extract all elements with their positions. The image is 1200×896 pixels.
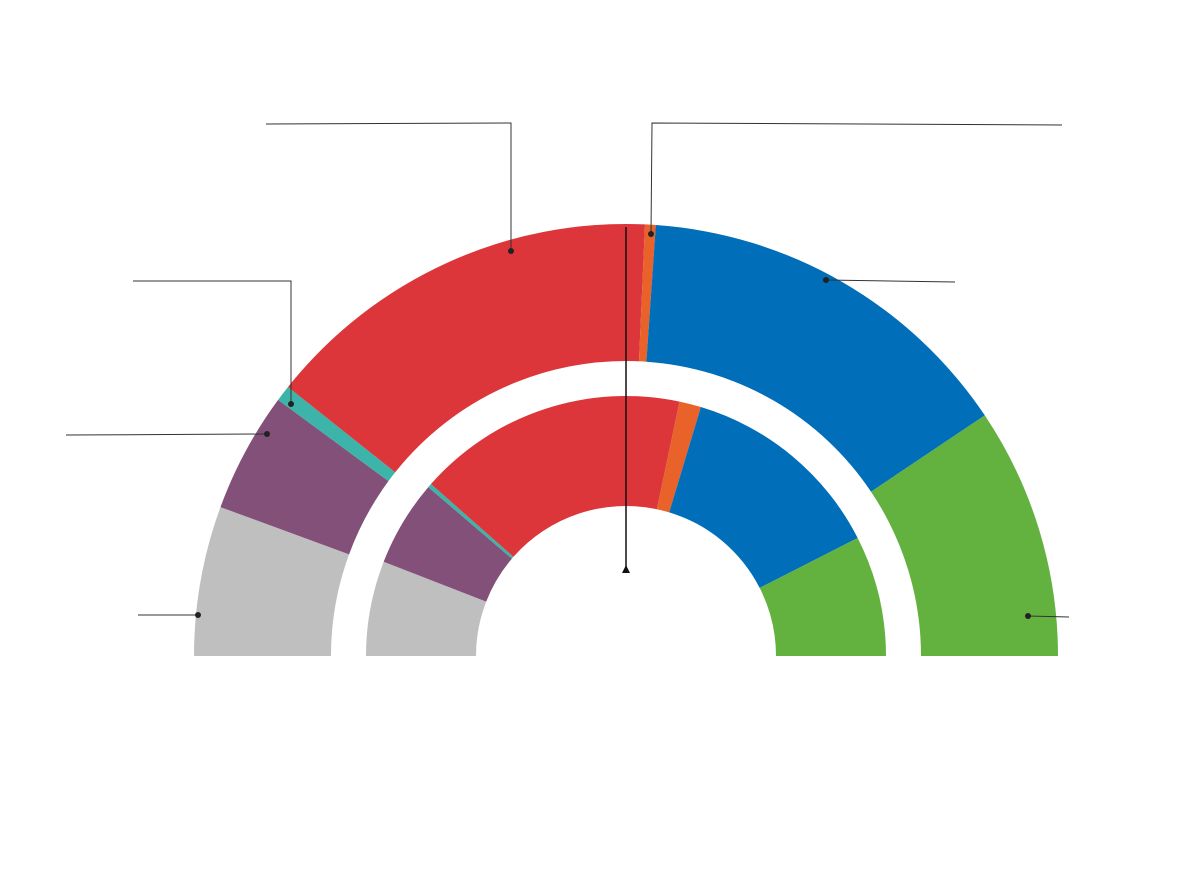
majority-arrow: [622, 565, 630, 573]
ring-segment: [669, 407, 858, 588]
annotations: [65, 122, 1070, 619]
leader-dot: [648, 231, 654, 237]
leader-line: [65, 433, 268, 436]
leader-dot: [1025, 613, 1031, 619]
ring-segment: [646, 225, 985, 492]
ring-segment: [430, 396, 680, 557]
leader-line: [650, 122, 1063, 235]
ring-segment: [656, 401, 701, 513]
leader-dot: [195, 612, 201, 618]
ring-segment: [278, 386, 396, 482]
ring-segment: [428, 484, 514, 559]
ring-segment: [759, 537, 886, 656]
leader-line: [825, 279, 956, 283]
ring-segment: [638, 224, 656, 362]
ring-segment: [871, 415, 1058, 656]
rings: [194, 224, 1058, 656]
leader-dot: [823, 277, 829, 283]
ring-segment: [220, 399, 389, 555]
ring-segment: [383, 487, 512, 602]
leader-dot: [288, 401, 294, 407]
leader-dot: [264, 431, 270, 437]
leader-line: [1027, 615, 1070, 618]
ring-segment: [288, 224, 645, 473]
ring-segment: [194, 507, 350, 656]
leader-dot: [508, 248, 514, 254]
leader-line: [133, 280, 292, 404]
ring-segment: [366, 561, 487, 656]
leader-line: [265, 122, 512, 251]
